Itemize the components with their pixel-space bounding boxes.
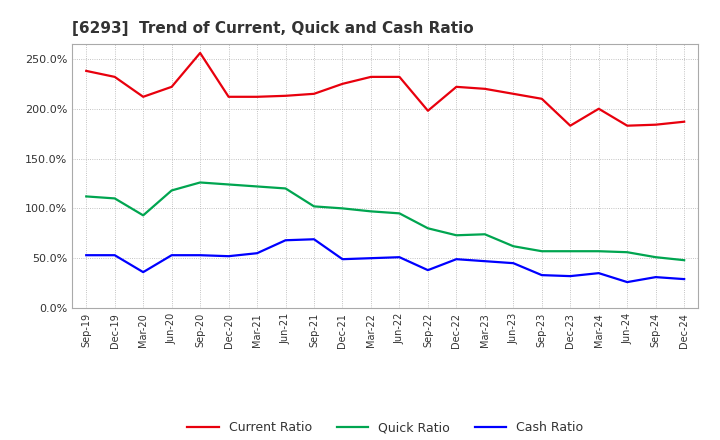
Current Ratio xyxy=(452,84,461,89)
Current Ratio xyxy=(480,86,489,92)
Current Ratio xyxy=(253,94,261,99)
Cash Ratio xyxy=(366,256,375,261)
Quick Ratio xyxy=(595,249,603,254)
Cash Ratio xyxy=(110,253,119,258)
Quick Ratio xyxy=(110,196,119,201)
Current Ratio xyxy=(395,74,404,80)
Current Ratio xyxy=(338,81,347,87)
Current Ratio xyxy=(595,106,603,111)
Quick Ratio xyxy=(423,226,432,231)
Current Ratio xyxy=(110,74,119,80)
Cash Ratio xyxy=(310,237,318,242)
Legend: Current Ratio, Quick Ratio, Cash Ratio: Current Ratio, Quick Ratio, Cash Ratio xyxy=(182,416,588,439)
Text: [6293]  Trend of Current, Quick and Cash Ratio: [6293] Trend of Current, Quick and Cash … xyxy=(72,21,474,36)
Quick Ratio xyxy=(139,213,148,218)
Quick Ratio xyxy=(395,211,404,216)
Cash Ratio xyxy=(338,257,347,262)
Quick Ratio xyxy=(652,255,660,260)
Current Ratio xyxy=(652,122,660,127)
Quick Ratio xyxy=(680,257,688,263)
Quick Ratio xyxy=(253,184,261,189)
Cash Ratio xyxy=(139,269,148,275)
Current Ratio xyxy=(196,50,204,55)
Quick Ratio xyxy=(338,206,347,211)
Cash Ratio xyxy=(423,268,432,273)
Quick Ratio xyxy=(282,186,290,191)
Quick Ratio xyxy=(537,249,546,254)
Cash Ratio xyxy=(395,255,404,260)
Current Ratio xyxy=(139,94,148,99)
Current Ratio xyxy=(566,123,575,128)
Line: Cash Ratio: Cash Ratio xyxy=(86,239,684,282)
Cash Ratio xyxy=(537,272,546,278)
Cash Ratio xyxy=(680,276,688,282)
Cash Ratio xyxy=(595,271,603,276)
Cash Ratio xyxy=(282,238,290,243)
Quick Ratio xyxy=(509,244,518,249)
Cash Ratio xyxy=(623,279,631,285)
Quick Ratio xyxy=(452,233,461,238)
Cash Ratio xyxy=(82,253,91,258)
Current Ratio xyxy=(680,119,688,125)
Quick Ratio xyxy=(167,188,176,193)
Cash Ratio xyxy=(480,259,489,264)
Current Ratio xyxy=(310,91,318,96)
Current Ratio xyxy=(366,74,375,80)
Quick Ratio xyxy=(566,249,575,254)
Quick Ratio xyxy=(196,180,204,185)
Quick Ratio xyxy=(82,194,91,199)
Current Ratio xyxy=(282,93,290,99)
Cash Ratio xyxy=(652,275,660,280)
Cash Ratio xyxy=(566,274,575,279)
Cash Ratio xyxy=(167,253,176,258)
Quick Ratio xyxy=(225,182,233,187)
Cash Ratio xyxy=(509,260,518,266)
Current Ratio xyxy=(537,96,546,102)
Current Ratio xyxy=(623,123,631,128)
Cash Ratio xyxy=(452,257,461,262)
Current Ratio xyxy=(82,68,91,73)
Line: Current Ratio: Current Ratio xyxy=(86,53,684,126)
Cash Ratio xyxy=(196,253,204,258)
Current Ratio xyxy=(225,94,233,99)
Quick Ratio xyxy=(480,231,489,237)
Current Ratio xyxy=(423,108,432,114)
Line: Quick Ratio: Quick Ratio xyxy=(86,183,684,260)
Current Ratio xyxy=(509,91,518,96)
Quick Ratio xyxy=(366,209,375,214)
Cash Ratio xyxy=(225,253,233,259)
Quick Ratio xyxy=(310,204,318,209)
Current Ratio xyxy=(167,84,176,89)
Quick Ratio xyxy=(623,249,631,255)
Cash Ratio xyxy=(253,250,261,256)
